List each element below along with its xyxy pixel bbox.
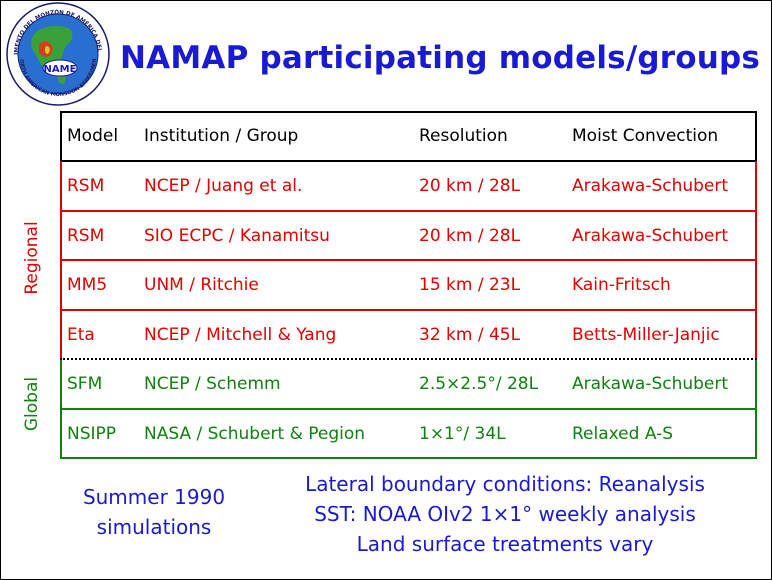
cell-resolution: 32 km / 45L	[419, 325, 521, 345]
cell-model: SFM	[67, 374, 103, 394]
cell-institution: SIO ECPC / Kanamitsu	[144, 226, 330, 246]
row-divider	[60, 259, 757, 261]
cell-institution: NCEP / Juang et al.	[144, 176, 303, 196]
summer-line-1: Summer 1990	[82, 485, 226, 509]
table-row: Eta NCEP / Mitchell & Yang 32 km / 45L B…	[60, 310, 756, 359]
group-separator	[60, 358, 757, 360]
cell-resolution: 1×1°/ 34L	[419, 424, 506, 444]
cell-model: MM5	[67, 275, 108, 295]
globe-north-america-icon: NAME EXPERIMENTO DEL MONZÓN DE AMÉRICA D…	[6, 2, 110, 106]
cell-convection: Arakawa-Schubert	[572, 374, 729, 394]
summer-line-2: simulations	[96, 515, 212, 539]
row-divider	[60, 210, 757, 212]
cell-resolution: 15 km / 23L	[419, 275, 521, 295]
header-convection: Moist Convection	[572, 126, 719, 146]
header-bottom-rule	[60, 160, 757, 162]
cell-convection: Betts-Miller-Janjic	[572, 325, 720, 345]
header-resolution: Resolution	[419, 126, 508, 146]
slide-title: NAMAP participating models/groups	[120, 40, 761, 76]
global-bottom-rule	[60, 457, 757, 459]
cell-institution: NCEP / Schemm	[144, 374, 281, 394]
note-line: Land surface treatments vary	[356, 532, 654, 556]
table-row: RSM NCEP / Juang et al. 20 km / 28L Arak…	[60, 161, 756, 210]
cell-model: RSM	[67, 226, 105, 246]
cell-resolution: 20 km / 28L	[419, 176, 521, 196]
cell-convection: Arakawa-Schubert	[572, 226, 729, 246]
header-right-rule	[755, 111, 757, 161]
name-project-logo: NAME EXPERIMENTO DEL MONZÓN DE AMÉRICA D…	[6, 2, 110, 106]
cell-institution: UNM / Ritchie	[144, 275, 259, 295]
table-row: SFM NCEP / Schemm 2.5×2.5°/ 28L Arakawa-…	[60, 359, 756, 408]
header-left-rule	[60, 111, 62, 161]
cell-convection: Kain-Fritsch	[572, 275, 671, 295]
table-header-row: Model Institution / Group Resolution Moi…	[60, 111, 756, 160]
table-row: MM5 UNM / Ritchie 15 km / 23L Kain-Frits…	[60, 260, 756, 309]
note-line: Lateral boundary conditions: Reanalysis	[305, 472, 705, 496]
regional-group-label: Regional	[22, 221, 42, 295]
simulation-period-note: Summer 1990 simulations	[74, 482, 234, 542]
row-divider	[60, 408, 757, 410]
cell-convection: Relaxed A-S	[572, 424, 674, 444]
cell-institution: NASA / Schubert & Pegion	[144, 424, 366, 444]
note-line: SST: NOAA OIv2 1×1° weekly analysis	[314, 502, 696, 526]
table-row: RSM SIO ECPC / Kanamitsu 20 km / 28L Ara…	[60, 211, 756, 260]
table-row: NSIPP NASA / Schubert & Pegion 1×1°/ 34L…	[60, 409, 756, 458]
cell-resolution: 20 km / 28L	[419, 226, 521, 246]
cell-institution: NCEP / Mitchell & Yang	[144, 325, 337, 345]
row-divider	[60, 309, 757, 311]
cell-convection: Arakawa-Schubert	[572, 176, 729, 196]
cell-resolution: 2.5×2.5°/ 28L	[419, 374, 539, 394]
cell-model: NSIPP	[67, 424, 117, 444]
global-group-label: Global	[22, 376, 42, 432]
header-model: Model	[67, 126, 119, 146]
experiment-notes: Lateral boundary conditions: Reanalysis …	[270, 469, 740, 559]
logo-emblem-text: NAME	[44, 64, 77, 75]
header-top-rule	[60, 111, 757, 113]
cell-model: RSM	[67, 176, 105, 196]
header-institution: Institution / Group	[144, 126, 299, 146]
cell-model: Eta	[67, 325, 95, 345]
